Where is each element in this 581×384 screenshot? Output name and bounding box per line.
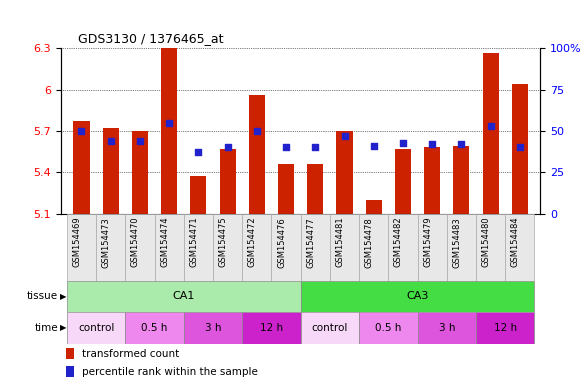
Text: GSM154477: GSM154477 xyxy=(306,217,315,268)
Bar xyxy=(66,348,74,359)
Text: ▶: ▶ xyxy=(60,323,67,333)
Bar xyxy=(307,164,323,214)
Bar xyxy=(418,312,476,344)
Point xyxy=(369,143,378,149)
Text: 3 h: 3 h xyxy=(439,323,455,333)
Bar xyxy=(336,131,353,214)
Text: 12 h: 12 h xyxy=(260,323,283,333)
Bar xyxy=(96,214,125,281)
Bar xyxy=(271,214,301,281)
Bar xyxy=(330,214,359,281)
Text: GDS3130 / 1376465_at: GDS3130 / 1376465_at xyxy=(78,31,224,45)
Text: transformed count: transformed count xyxy=(81,349,179,359)
Bar xyxy=(249,95,265,214)
Point xyxy=(340,133,349,139)
Bar xyxy=(301,281,535,312)
Bar xyxy=(155,214,184,281)
Text: time: time xyxy=(34,323,58,333)
Point xyxy=(457,141,466,147)
Point xyxy=(486,123,495,129)
Bar xyxy=(242,214,271,281)
Point xyxy=(281,144,290,151)
Bar xyxy=(476,214,505,281)
Bar xyxy=(453,146,469,214)
Bar xyxy=(125,214,155,281)
Text: control: control xyxy=(312,323,348,333)
Bar xyxy=(103,128,119,214)
Bar xyxy=(278,164,294,214)
Text: GSM154471: GSM154471 xyxy=(189,217,198,268)
Bar xyxy=(512,84,528,214)
Text: 12 h: 12 h xyxy=(494,323,517,333)
Point xyxy=(311,144,320,151)
Bar xyxy=(184,214,213,281)
Point xyxy=(428,141,437,147)
Text: GSM154483: GSM154483 xyxy=(453,217,461,268)
Point xyxy=(399,139,408,146)
Text: tissue: tissue xyxy=(27,291,58,301)
Text: GSM154474: GSM154474 xyxy=(160,217,169,268)
Bar xyxy=(424,147,440,214)
Bar xyxy=(301,312,359,344)
Bar xyxy=(483,53,498,214)
Text: 0.5 h: 0.5 h xyxy=(141,323,168,333)
Point xyxy=(106,138,116,144)
Bar xyxy=(220,149,236,214)
Text: GSM154479: GSM154479 xyxy=(423,217,432,268)
Text: GSM154470: GSM154470 xyxy=(131,217,140,268)
Bar xyxy=(365,200,382,214)
Text: CA1: CA1 xyxy=(173,291,195,301)
Text: GSM154472: GSM154472 xyxy=(248,217,257,268)
Bar xyxy=(67,214,96,281)
Point xyxy=(515,144,525,151)
Bar xyxy=(505,214,535,281)
Bar xyxy=(418,214,447,281)
Bar xyxy=(447,214,476,281)
Bar xyxy=(161,48,177,214)
Text: GSM154476: GSM154476 xyxy=(277,217,286,268)
Point xyxy=(193,149,203,156)
Point xyxy=(164,120,174,126)
Text: GSM154478: GSM154478 xyxy=(365,217,374,268)
Text: GSM154480: GSM154480 xyxy=(482,217,490,268)
Bar xyxy=(191,176,206,214)
Text: ▶: ▶ xyxy=(60,292,67,301)
Bar xyxy=(66,366,74,377)
Bar xyxy=(73,121,89,214)
Bar xyxy=(125,312,184,344)
Text: GSM154484: GSM154484 xyxy=(511,217,520,268)
Bar xyxy=(213,214,242,281)
Point xyxy=(77,128,86,134)
Text: CA3: CA3 xyxy=(406,291,429,301)
Text: GSM154475: GSM154475 xyxy=(218,217,228,268)
Point xyxy=(252,128,261,134)
Text: GSM154481: GSM154481 xyxy=(335,217,345,268)
Bar xyxy=(132,131,148,214)
Point xyxy=(135,138,145,144)
Text: 3 h: 3 h xyxy=(205,323,221,333)
Bar xyxy=(67,312,125,344)
Text: GSM154482: GSM154482 xyxy=(394,217,403,268)
Bar xyxy=(476,312,535,344)
Bar xyxy=(301,214,330,281)
Text: 0.5 h: 0.5 h xyxy=(375,323,401,333)
Text: GSM154473: GSM154473 xyxy=(102,217,111,268)
Bar xyxy=(395,149,411,214)
Text: GSM154469: GSM154469 xyxy=(73,217,81,268)
Bar xyxy=(359,214,388,281)
Bar xyxy=(242,312,301,344)
Point xyxy=(223,144,232,151)
Bar xyxy=(388,214,418,281)
Bar xyxy=(184,312,242,344)
Text: control: control xyxy=(78,323,114,333)
Bar xyxy=(67,281,301,312)
Bar xyxy=(359,312,418,344)
Text: percentile rank within the sample: percentile rank within the sample xyxy=(81,367,257,377)
